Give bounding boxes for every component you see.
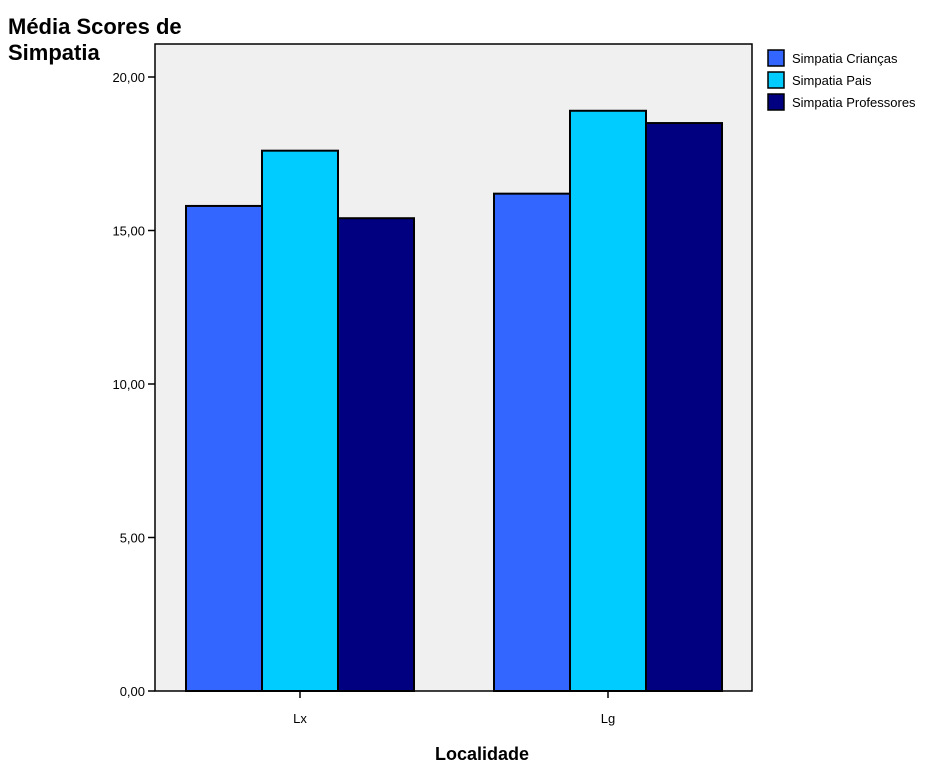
legend-swatch bbox=[767, 93, 785, 111]
legend-swatch bbox=[767, 71, 785, 89]
y-tick-label: 15,00 bbox=[112, 224, 145, 239]
y-tick-label: 5,00 bbox=[120, 531, 145, 546]
y-axis: 0,00 5,00 10,00 15,00 20,00 bbox=[112, 70, 155, 699]
y-tick-label: 10,00 bbox=[112, 377, 145, 392]
legend-swatch bbox=[767, 49, 785, 67]
legend-label: Simpatia Crianças bbox=[792, 51, 898, 66]
x-tick-label: Lg bbox=[601, 711, 615, 726]
y-tick-label: 0,00 bbox=[120, 684, 145, 699]
bars-group bbox=[185, 109, 723, 693]
x-axis-title: Localidade bbox=[435, 744, 529, 763]
y-tick-label: 20,00 bbox=[112, 70, 145, 85]
x-axis: Lx Lg bbox=[293, 691, 615, 726]
bar-lg-1 bbox=[569, 109, 647, 692]
legend-label: Simpatia Pais bbox=[792, 73, 872, 88]
bar-lx-1 bbox=[261, 149, 339, 692]
bar-lg-0 bbox=[493, 192, 571, 692]
bar-lg-2 bbox=[645, 122, 723, 693]
legend: Simpatia Crianças Simpatia Pais Simpatia P… bbox=[767, 49, 916, 111]
bar-lx-2 bbox=[337, 217, 415, 692]
legend-label: Simpatia Professores bbox=[792, 95, 916, 110]
bar-lx-0 bbox=[185, 204, 263, 692]
y-axis-title-line-1: Média Scores de bbox=[8, 14, 182, 39]
y-axis-title-line-2: Simpatia bbox=[8, 40, 100, 65]
x-tick-label: Lx bbox=[293, 711, 307, 726]
